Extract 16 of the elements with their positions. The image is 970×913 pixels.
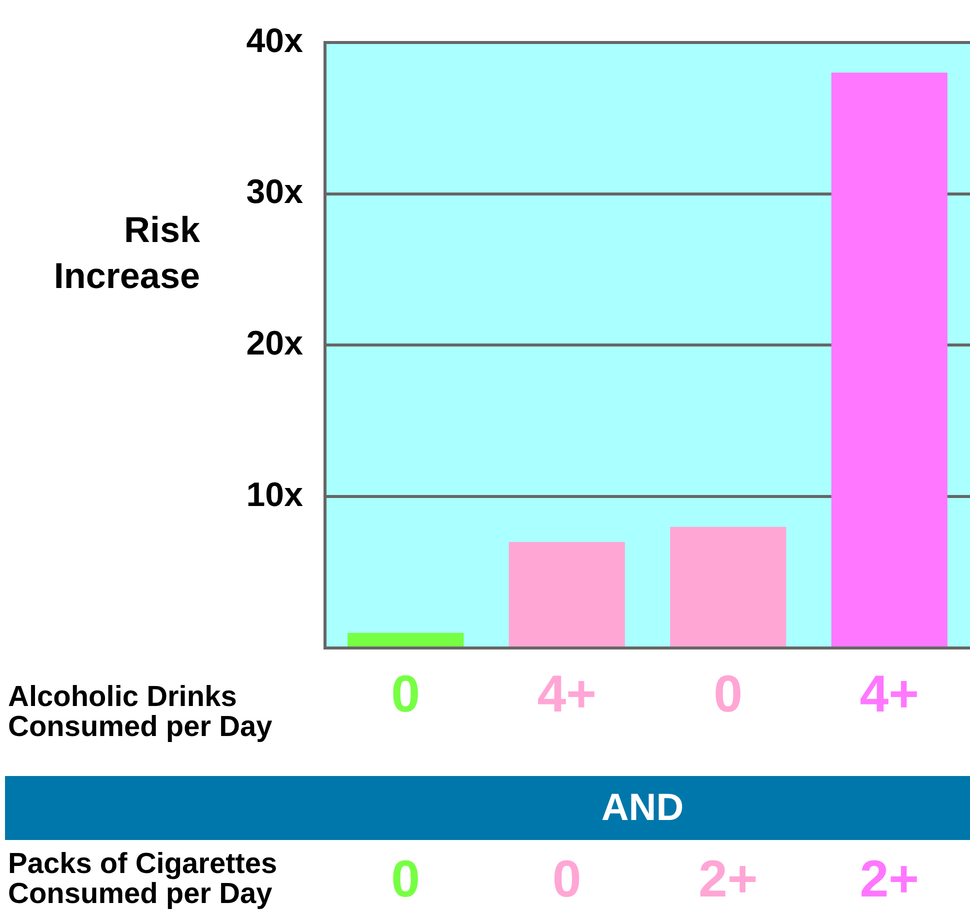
- text: Packs of Cigarettes Consumed per Day: [8, 848, 278, 910]
- y-axis-title: Risk Increase: [54, 208, 201, 296]
- y-tick-label: 10x: [246, 476, 304, 514]
- text: 2+: [698, 850, 758, 908]
- x-tick-label: 4+: [860, 666, 920, 724]
- y-tick-label: 40x: [246, 22, 304, 60]
- y-tick-label: 20x: [246, 324, 304, 363]
- x-tick-label: 0: [714, 666, 743, 724]
- text: 0: [391, 850, 420, 908]
- x-axis-title: Alcoholic Drinks Consumed per Day: [8, 681, 272, 743]
- x-tick-label: 0: [391, 666, 420, 724]
- text: 2+: [860, 850, 920, 908]
- y-tick-label: 30x: [246, 173, 304, 212]
- text: 0: [552, 850, 582, 908]
- x-tick-label: 4+: [537, 666, 597, 724]
- banner-strip: AND: [5, 776, 970, 840]
